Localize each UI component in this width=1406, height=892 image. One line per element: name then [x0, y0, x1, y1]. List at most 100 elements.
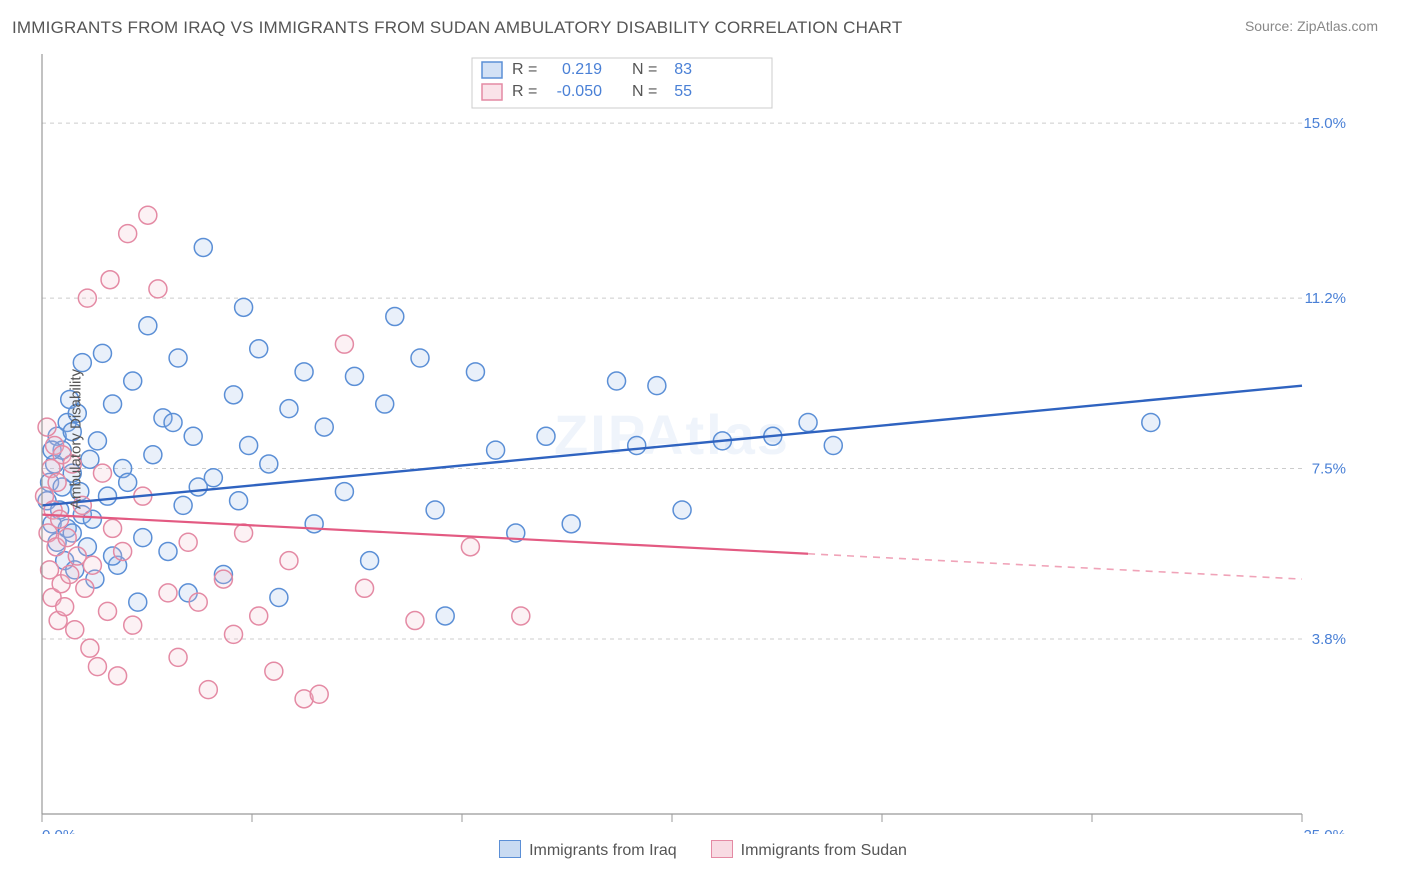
iraq-point: [174, 496, 192, 514]
iraq-point: [466, 363, 484, 381]
sudan-point: [225, 625, 243, 643]
sudan-point: [124, 616, 142, 634]
sudan-trend-extrapolation: [808, 554, 1302, 579]
iraq-point: [562, 515, 580, 533]
sudan-point: [335, 335, 353, 353]
legend-n-value-iraq: 83: [674, 61, 692, 78]
x-min-label: 0.0%: [42, 827, 76, 834]
x-max-label: 25.0%: [1303, 827, 1346, 834]
iraq-point: [386, 308, 404, 326]
sudan-point: [51, 510, 69, 528]
iraq-point: [411, 349, 429, 367]
sudan-point: [119, 225, 137, 243]
legend-n-label: N =: [632, 61, 657, 78]
y-tick-label: 15.0%: [1303, 115, 1346, 132]
iraq-point: [88, 432, 106, 450]
legend-r-label: R =: [512, 61, 537, 78]
sudan-point: [61, 565, 79, 583]
legend-swatch-sudan: [482, 84, 502, 100]
source-attribution: Source: ZipAtlas.com: [1245, 18, 1378, 34]
legend-n-label: N =: [632, 83, 657, 100]
iraq-point: [280, 400, 298, 418]
chart-container: Ambulatory Disability ZIPAtlas3.8%7.5%11…: [12, 44, 1394, 834]
sudan-point: [235, 524, 253, 542]
iraq-point: [376, 395, 394, 413]
iraq-point: [169, 349, 187, 367]
legend-n-value-sudan: 55: [674, 83, 692, 100]
y-tick-label: 7.5%: [1312, 461, 1346, 478]
legend-swatch: [711, 840, 733, 858]
legend-r-label: R =: [512, 83, 537, 100]
sudan-point: [76, 579, 94, 597]
sudan-point: [114, 542, 132, 560]
iraq-point: [1142, 413, 1160, 431]
iraq-point: [537, 427, 555, 445]
iraq-point: [315, 418, 333, 436]
iraq-point: [270, 589, 288, 607]
iraq-point: [119, 473, 137, 491]
sudan-point: [78, 289, 96, 307]
sudan-point: [512, 607, 530, 625]
iraq-point: [124, 372, 142, 390]
iraq-point: [608, 372, 626, 390]
sudan-point: [58, 529, 76, 547]
sudan-point: [189, 593, 207, 611]
iraq-point: [250, 340, 268, 358]
sudan-point: [265, 662, 283, 680]
sudan-point: [356, 579, 374, 597]
sudan-point: [406, 612, 424, 630]
sudan-point: [250, 607, 268, 625]
iraq-point: [184, 427, 202, 445]
legend-label: Immigrants from Sudan: [741, 842, 907, 859]
iraq-point: [436, 607, 454, 625]
sudan-point: [199, 681, 217, 699]
sudan-point: [214, 570, 232, 588]
sudan-point: [99, 602, 117, 620]
legend-swatch: [499, 840, 521, 858]
iraq-point: [230, 492, 248, 510]
iraq-point: [144, 446, 162, 464]
iraq-point: [305, 515, 323, 533]
svg-text:ZIPAtlas: ZIPAtlas: [554, 403, 790, 466]
iraq-point: [648, 377, 666, 395]
scatter-chart: ZIPAtlas3.8%7.5%11.2%15.0%0.0%25.0%R =0.…: [12, 44, 1352, 834]
sudan-point: [149, 280, 167, 298]
y-tick-label: 11.2%: [1305, 290, 1346, 307]
sudan-point: [56, 598, 74, 616]
iraq-point: [189, 478, 207, 496]
bottom-legend-item: Immigrants from Iraq: [499, 840, 677, 860]
iraq-point: [93, 344, 111, 362]
iraq-point: [194, 238, 212, 256]
y-axis-label: Ambulatory Disability: [68, 369, 85, 509]
sudan-point: [66, 621, 84, 639]
iraq-point: [104, 395, 122, 413]
iraq-point: [139, 317, 157, 335]
iraq-point: [159, 542, 177, 560]
sudan-point: [88, 658, 106, 676]
iraq-point: [487, 441, 505, 459]
bottom-legend-item: Immigrants from Sudan: [711, 840, 907, 860]
iraq-point: [426, 501, 444, 519]
sudan-point: [169, 648, 187, 666]
iraq-point: [235, 298, 253, 316]
legend-swatch-iraq: [482, 62, 502, 78]
iraq-point: [134, 529, 152, 547]
sudan-point: [139, 206, 157, 224]
sudan-point: [179, 533, 197, 551]
iraq-point: [673, 501, 691, 519]
bottom-legend: Immigrants from Iraq Immigrants from Suda…: [0, 840, 1406, 860]
iraq-point: [225, 386, 243, 404]
iraq-point: [260, 455, 278, 473]
sudan-point: [159, 584, 177, 602]
iraq-point: [335, 483, 353, 501]
iraq-point: [129, 593, 147, 611]
chart-title: IMMIGRANTS FROM IRAQ VS IMMIGRANTS FROM …: [12, 18, 902, 38]
iraq-point: [799, 413, 817, 431]
legend-r-value-sudan: -0.050: [557, 83, 602, 100]
sudan-point: [81, 639, 99, 657]
sudan-point: [280, 552, 298, 570]
sudan-point: [310, 685, 328, 703]
sudan-point: [48, 473, 66, 491]
iraq-point: [295, 363, 313, 381]
sudan-point: [461, 538, 479, 556]
